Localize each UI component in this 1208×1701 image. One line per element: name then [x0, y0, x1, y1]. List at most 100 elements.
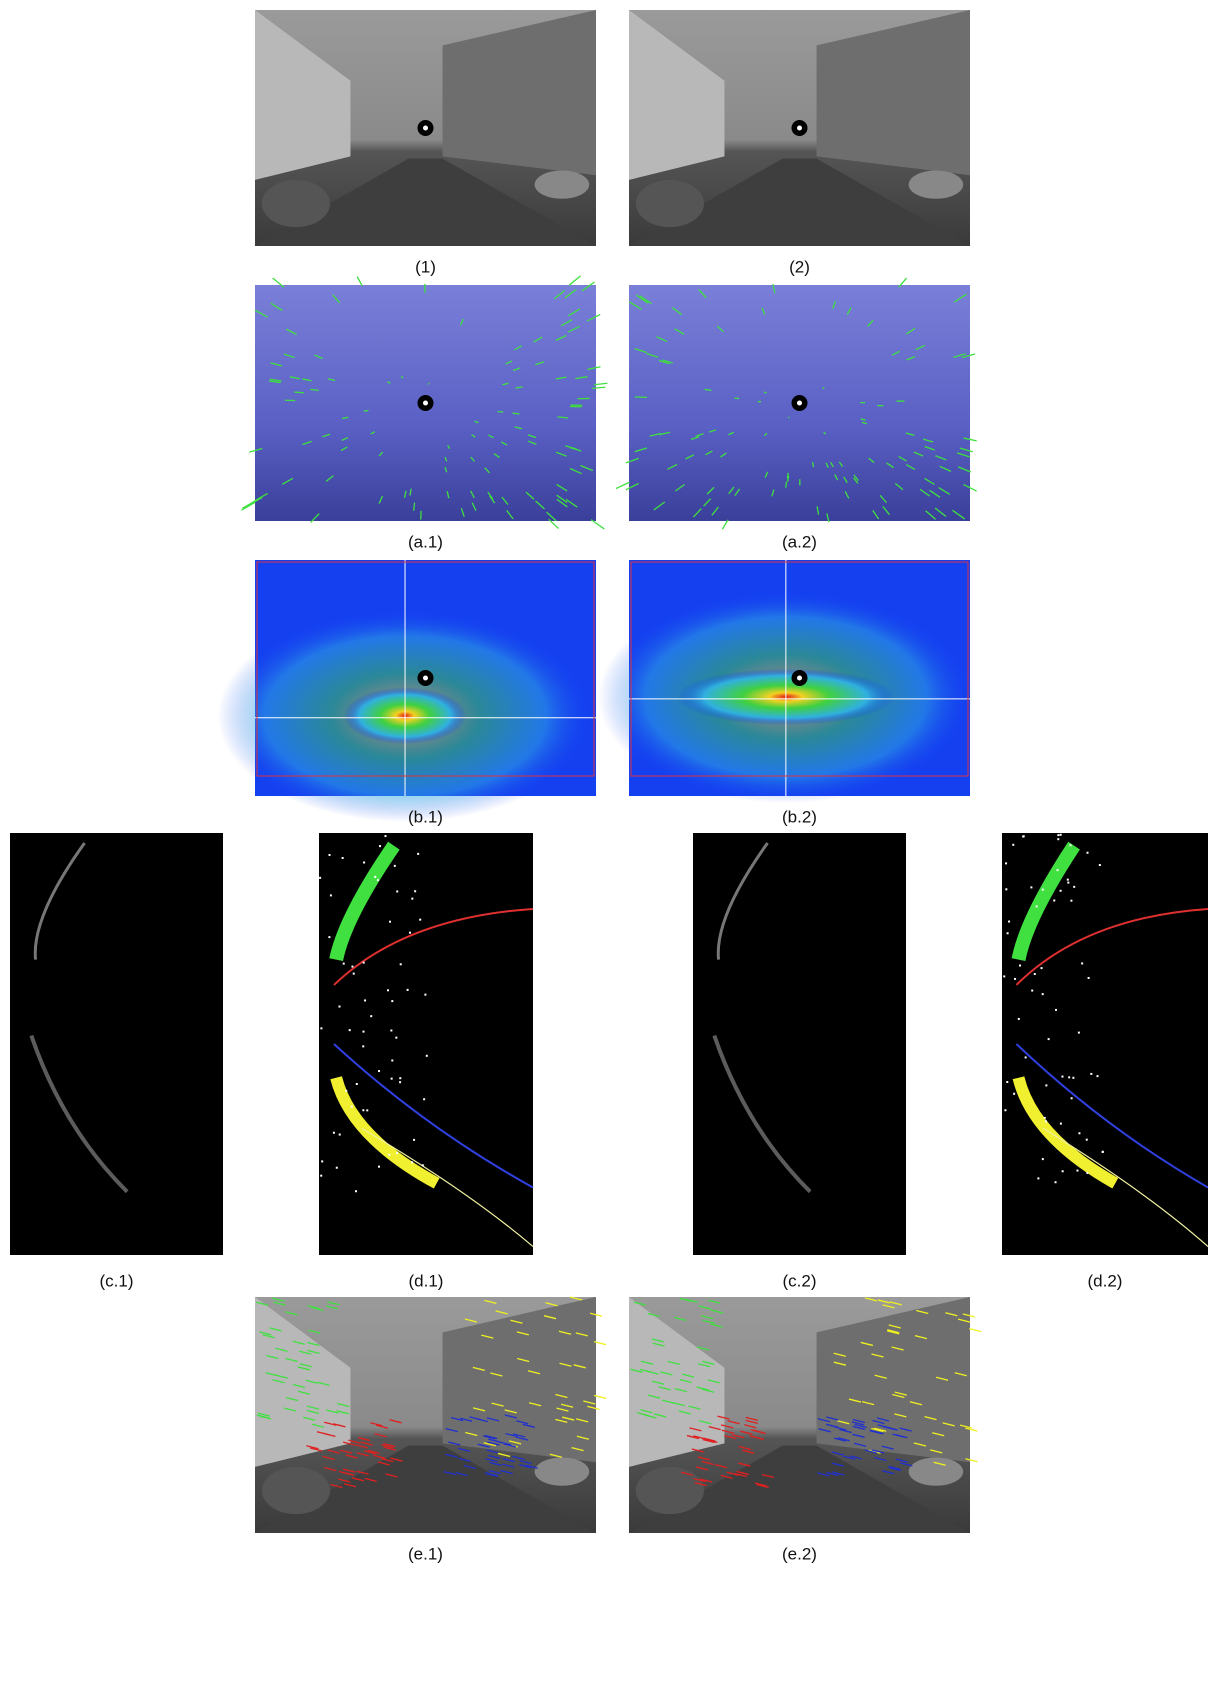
focus-center: [423, 401, 428, 406]
point: [1012, 844, 1014, 846]
point: [411, 898, 413, 900]
image-bg: [10, 833, 223, 1255]
point: [1070, 900, 1072, 902]
point: [1005, 888, 1007, 890]
point: [407, 989, 409, 991]
point: [1076, 1170, 1078, 1172]
point: [1057, 834, 1059, 836]
point: [387, 989, 389, 991]
point: [1018, 1018, 1020, 1020]
point: [1036, 905, 1038, 907]
point: [391, 1059, 393, 1061]
point: [411, 1161, 413, 1163]
point: [320, 1175, 322, 1177]
point: [362, 1109, 364, 1111]
point: [426, 1055, 428, 1057]
point: [374, 876, 376, 878]
point: [409, 932, 411, 934]
panel-heat: [217, 560, 596, 822]
point: [364, 999, 366, 1001]
point: [1090, 1073, 1092, 1075]
point: [1055, 1009, 1057, 1011]
point: [378, 1070, 380, 1072]
image-bg: [1002, 833, 1208, 1255]
point: [379, 845, 381, 847]
point: [1060, 834, 1062, 836]
point: [1045, 1084, 1047, 1086]
point: [1030, 886, 1032, 888]
point: [321, 1160, 323, 1162]
point: [394, 865, 396, 867]
point: [396, 1152, 398, 1154]
point: [320, 1027, 322, 1029]
point: [1060, 1123, 1062, 1125]
flow-vector: [357, 277, 362, 286]
point: [351, 1106, 353, 1108]
point: [1071, 1097, 1073, 1099]
flow-vector: [616, 482, 630, 488]
panel-d: [1002, 833, 1208, 1255]
point: [333, 1132, 335, 1134]
point: [422, 1164, 424, 1166]
point: [1023, 835, 1025, 837]
point: [343, 963, 345, 965]
point: [1057, 838, 1059, 840]
focus-center: [797, 126, 802, 131]
point: [336, 1167, 338, 1169]
panel-flow: [241, 276, 607, 529]
flow-vector: [364, 410, 369, 411]
point: [342, 857, 344, 859]
car: [909, 1457, 964, 1485]
point: [391, 1078, 393, 1080]
point: [1087, 852, 1089, 854]
focus-center: [423, 126, 428, 131]
point: [1034, 973, 1036, 975]
point: [370, 1015, 372, 1017]
point: [1048, 1038, 1050, 1040]
flow-vector: [498, 411, 504, 412]
caption: (2): [789, 257, 810, 276]
caption: (e.1): [408, 1544, 443, 1563]
point: [363, 861, 365, 863]
panel-flow: [616, 278, 977, 529]
figure: (1)(2)(a.1)(a.2)(b.1)(b.2)(c.1)(d.1)(c.2…: [0, 0, 1208, 1701]
point: [330, 894, 332, 896]
flow-vector: [241, 502, 255, 510]
point: [1053, 899, 1055, 901]
flow-vector: [294, 392, 304, 393]
caption: (b.2): [782, 807, 817, 826]
point: [399, 1081, 401, 1083]
point: [362, 1045, 364, 1047]
point: [417, 853, 419, 855]
caption: (a.2): [782, 532, 817, 551]
point: [384, 835, 386, 837]
flow-vector: [788, 417, 789, 418]
point: [396, 890, 398, 892]
point: [423, 1098, 425, 1100]
point: [1042, 889, 1044, 891]
panel-photo: [629, 10, 970, 246]
caption: (e.2): [782, 1544, 817, 1563]
point: [1014, 978, 1016, 980]
point: [378, 1166, 380, 1168]
point: [1006, 1081, 1008, 1083]
point: [1070, 844, 1072, 846]
point: [389, 921, 391, 923]
point: [1086, 1172, 1088, 1174]
point: [419, 919, 421, 921]
point: [1062, 1170, 1064, 1172]
point: [355, 1190, 357, 1192]
point: [1081, 962, 1083, 964]
point: [1055, 1181, 1057, 1183]
car: [636, 1467, 704, 1514]
point: [388, 1154, 390, 1156]
point: [1007, 932, 1009, 934]
focus-center: [423, 676, 428, 681]
point: [363, 1031, 365, 1033]
point: [339, 1134, 341, 1136]
point: [395, 1037, 397, 1039]
flow-vector: [764, 392, 767, 393]
point: [1088, 977, 1090, 979]
caption: (c.2): [783, 1271, 817, 1290]
point: [356, 1083, 358, 1085]
